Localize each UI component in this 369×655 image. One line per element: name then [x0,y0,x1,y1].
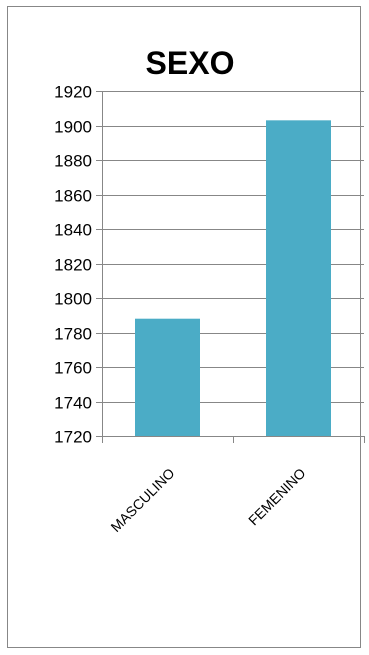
y-tick-label: 1920 [54,83,92,102]
x-tick-label: FEMENINO [245,465,309,529]
y-tick-label: 1760 [54,359,92,378]
bar-masculino [135,318,200,436]
x-tick-labels: MASCULINO FEMENINO [107,465,308,535]
y-tick-label: 1720 [54,428,92,447]
y-tick-label: 1840 [54,221,92,240]
axes [96,91,365,443]
y-tick-label: 1820 [54,256,92,275]
y-tick-label: 1860 [54,187,92,206]
y-tick-label: 1900 [54,118,92,137]
bar-femenino [266,120,331,436]
y-tick-label: 1800 [54,290,92,309]
y-tick-labels: 1720 1740 1760 1780 1800 1820 1840 1860 1880 1900… [54,83,92,447]
bars [135,120,331,436]
y-tick-label: 1780 [54,325,92,344]
chart-title: SEXO [146,45,235,81]
y-tick-label: 1740 [54,394,92,413]
y-tick-label: 1880 [54,152,92,171]
x-tick-label: MASCULINO [107,465,177,535]
